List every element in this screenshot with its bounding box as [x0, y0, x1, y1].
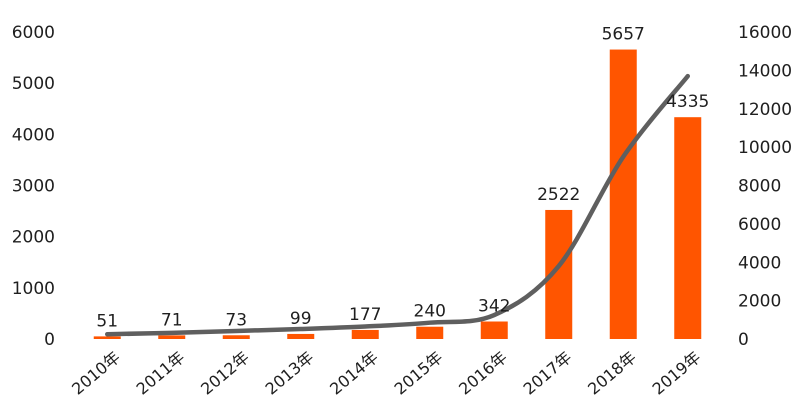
right-tick-label: 14000 — [738, 61, 792, 81]
left-tick-label: 2000 — [12, 228, 55, 248]
right-axis: 0 2000 4000 6000 8000 10000 12000 14000 16000 — [738, 23, 792, 350]
line-series — [105, 73, 690, 337]
left-tick-label: 6000 — [12, 23, 55, 43]
x-tick-label: 2015年 — [391, 348, 447, 399]
line-path — [105, 73, 690, 337]
right-tick-label: 16000 — [738, 23, 792, 43]
data-label: 51 — [96, 311, 118, 331]
right-tick-label: 10000 — [738, 138, 792, 158]
x-tick-label: 2017年 — [520, 348, 576, 399]
data-label: 177 — [349, 305, 381, 325]
bar-series — [93, 49, 702, 339]
data-label: 342 — [478, 297, 510, 317]
left-tick-label: 0 — [44, 330, 55, 350]
bar — [351, 329, 379, 339]
data-label: 73 — [225, 310, 247, 330]
bar — [480, 321, 508, 339]
right-tick-label: 6000 — [738, 215, 781, 235]
right-tick-label: 2000 — [738, 292, 781, 312]
left-tick-label: 1000 — [12, 279, 55, 299]
right-tick-label: 12000 — [738, 100, 792, 120]
left-tick-label: 5000 — [12, 74, 55, 94]
bar — [222, 335, 250, 339]
bar — [674, 117, 702, 339]
data-label: 2522 — [537, 185, 580, 205]
x-tick-label: 2019年 — [649, 348, 705, 399]
right-tick-label: 8000 — [738, 177, 781, 197]
bar — [416, 326, 444, 339]
x-tick-label: 2018年 — [584, 348, 640, 399]
x-tick-label: 2013年 — [262, 348, 318, 399]
data-label: 99 — [290, 309, 312, 329]
x-axis: 2010年 2011年 2012年 2013年 2014年 2015年 2016年 2017年… — [68, 348, 704, 399]
right-tick-label: 4000 — [738, 253, 781, 273]
left-axis: 0 1000 2000 3000 4000 5000 6000 — [12, 23, 55, 350]
x-tick-label: 2011年 — [133, 348, 189, 399]
bar — [287, 333, 315, 339]
x-tick-label: 2014年 — [326, 348, 382, 399]
left-tick-label: 3000 — [12, 177, 55, 197]
data-labels: 51 71 73 99 177 240 342 2522 5657 4335 — [96, 25, 709, 332]
data-label: 240 — [414, 302, 446, 322]
left-tick-label: 4000 — [12, 125, 55, 145]
x-tick-label: 2010年 — [68, 348, 124, 399]
right-tick-label: 0 — [738, 330, 749, 350]
data-label: 4335 — [666, 92, 709, 112]
data-label: 5657 — [602, 25, 645, 45]
bar — [609, 49, 637, 339]
bar — [93, 336, 121, 339]
bar — [158, 335, 186, 339]
x-tick-label: 2016年 — [455, 348, 511, 399]
x-tick-label: 2012年 — [197, 348, 253, 399]
data-label: 71 — [161, 310, 183, 330]
